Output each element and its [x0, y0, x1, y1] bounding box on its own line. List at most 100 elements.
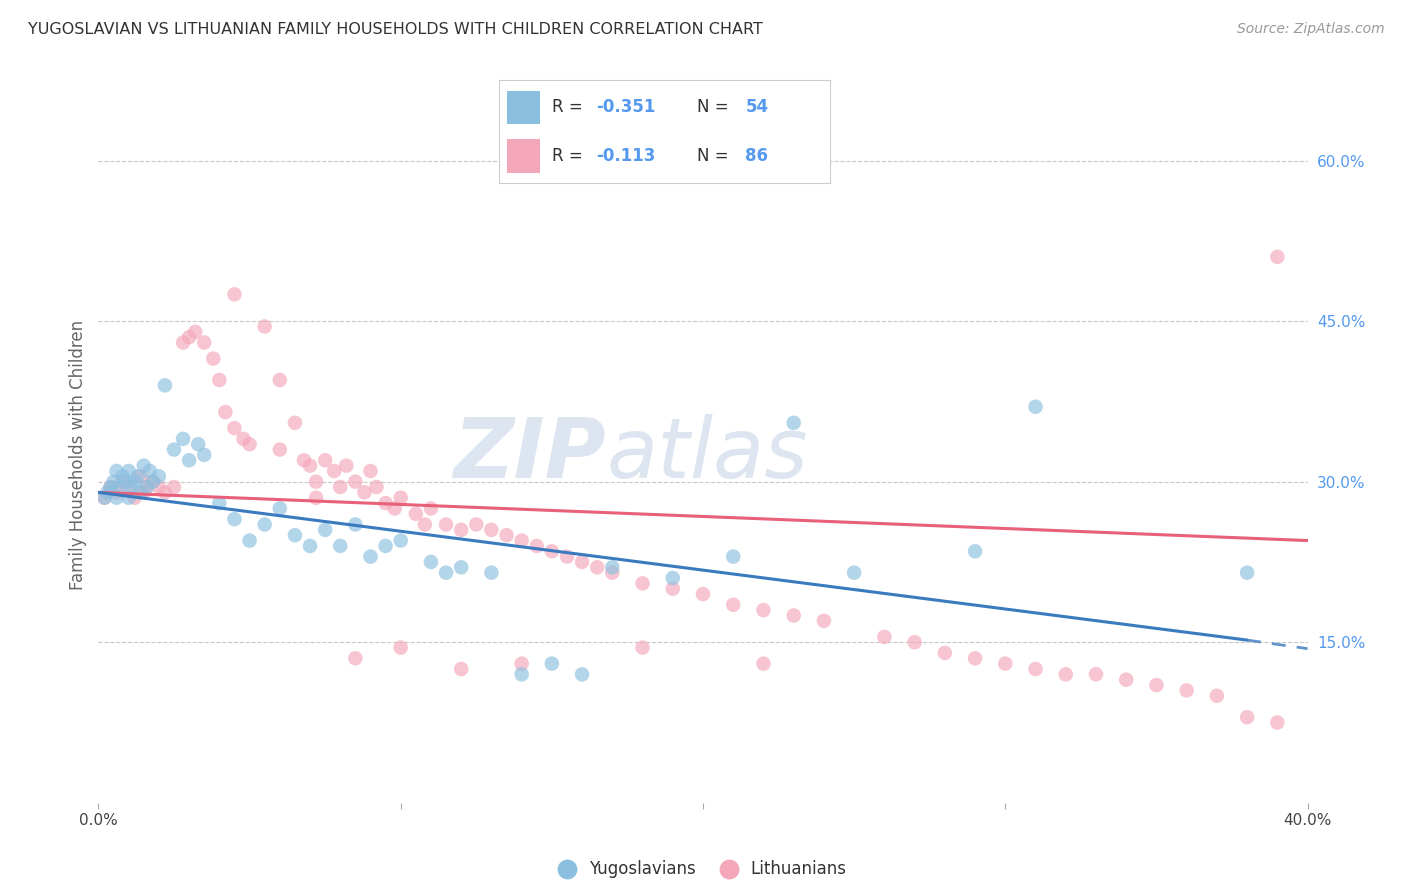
Point [184, 325, 207, 339]
Legend: Yugoslavians, Lithuanians: Yugoslavians, Lithuanians [553, 854, 853, 885]
Text: N =: N = [697, 146, 734, 165]
Point [360, 464, 382, 478]
Point [239, 533, 262, 548]
Point [132, 458, 155, 473]
Point [420, 555, 443, 569]
Point [108, 480, 131, 494]
Point [1236, 566, 1258, 580]
Point [100, 480, 122, 494]
Point [329, 539, 352, 553]
Point [103, 475, 125, 489]
Point [723, 598, 745, 612]
Point [1115, 673, 1137, 687]
Point [495, 528, 517, 542]
Point [692, 587, 714, 601]
Point [1054, 667, 1077, 681]
Point [269, 442, 291, 457]
Point [752, 603, 775, 617]
Point [873, 630, 896, 644]
Point [540, 544, 562, 558]
Text: YUGOSLAVIAN VS LITHUANIAN FAMILY HOUSEHOLDS WITH CHILDREN CORRELATION CHART: YUGOSLAVIAN VS LITHUANIAN FAMILY HOUSEHO… [28, 22, 763, 37]
Text: R =: R = [553, 98, 588, 117]
Text: atlas: atlas [606, 415, 808, 495]
Point [662, 582, 685, 596]
Point [172, 335, 194, 350]
Point [323, 464, 346, 478]
Point [148, 480, 170, 494]
Point [187, 437, 209, 451]
Point [314, 523, 336, 537]
Text: 54: 54 [745, 98, 769, 117]
Point [1236, 710, 1258, 724]
Point [314, 453, 336, 467]
Point [135, 480, 157, 494]
Point [405, 507, 427, 521]
Point [844, 566, 866, 580]
Point [193, 335, 215, 350]
Text: Source: ZipAtlas.com: Source: ZipAtlas.com [1237, 22, 1385, 37]
Point [214, 405, 236, 419]
Point [465, 517, 488, 532]
Point [284, 416, 307, 430]
Point [389, 640, 412, 655]
Point [142, 475, 165, 489]
Point [631, 640, 654, 655]
Point [450, 662, 472, 676]
Point [142, 475, 165, 489]
Point [510, 533, 533, 548]
Point [1175, 683, 1198, 698]
Text: -0.113: -0.113 [596, 146, 657, 165]
Point [153, 485, 176, 500]
Point [179, 453, 201, 467]
Point [783, 416, 806, 430]
Point [292, 453, 315, 467]
Point [602, 566, 624, 580]
Point [1267, 715, 1289, 730]
Point [135, 480, 157, 494]
Point [163, 442, 186, 457]
Point [1085, 667, 1108, 681]
Point [571, 555, 593, 569]
Point [239, 437, 262, 451]
Point [904, 635, 927, 649]
Point [105, 491, 128, 505]
Point [129, 485, 152, 500]
Point [389, 491, 412, 505]
Point [481, 523, 503, 537]
Point [202, 351, 225, 366]
Point [118, 464, 141, 478]
Point [153, 378, 176, 392]
Point [269, 373, 291, 387]
Point [93, 491, 115, 505]
Point [121, 480, 143, 494]
Point [299, 458, 322, 473]
Point [299, 539, 322, 553]
Point [132, 485, 155, 500]
Point [631, 576, 654, 591]
Point [344, 475, 367, 489]
Point [965, 651, 987, 665]
Point [111, 475, 134, 489]
Point [374, 496, 396, 510]
Point [148, 469, 170, 483]
Text: 86: 86 [745, 146, 768, 165]
Point [360, 549, 382, 564]
Point [389, 533, 412, 548]
Text: -0.351: -0.351 [596, 98, 657, 117]
Point [269, 501, 291, 516]
Point [124, 491, 146, 505]
Point [105, 485, 128, 500]
Point [934, 646, 956, 660]
Point [374, 539, 396, 553]
Point [540, 657, 562, 671]
Point [994, 657, 1017, 671]
Point [344, 517, 367, 532]
Point [813, 614, 835, 628]
Point [344, 651, 367, 665]
Point [224, 421, 246, 435]
Point [100, 480, 122, 494]
Point [384, 501, 406, 516]
Point [329, 480, 352, 494]
Point [305, 491, 328, 505]
Point [127, 469, 149, 483]
